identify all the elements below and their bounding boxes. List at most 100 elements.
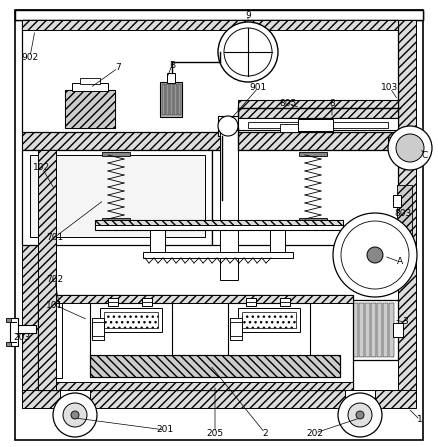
Bar — [38, 382, 353, 390]
Bar — [393, 323, 403, 337]
Bar — [403, 231, 407, 235]
Circle shape — [348, 403, 372, 427]
Bar — [397, 185, 412, 235]
Bar — [6, 342, 11, 346]
Bar — [359, 303, 364, 357]
Bar — [299, 218, 327, 222]
Circle shape — [224, 28, 272, 76]
Bar — [351, 283, 355, 287]
Text: A: A — [397, 257, 403, 266]
Text: 2: 2 — [262, 429, 268, 438]
Bar — [60, 390, 90, 400]
Bar — [350, 300, 398, 360]
Text: 7: 7 — [115, 63, 121, 72]
Text: 102: 102 — [33, 164, 50, 173]
Bar — [377, 303, 382, 357]
Bar — [150, 230, 165, 252]
Bar — [270, 230, 285, 252]
Bar — [246, 298, 256, 306]
Bar — [90, 355, 340, 377]
Bar — [143, 252, 293, 258]
Text: 8: 8 — [329, 98, 335, 107]
Bar — [218, 116, 238, 136]
Bar — [100, 308, 162, 332]
Bar — [371, 303, 376, 357]
Text: 101: 101 — [46, 300, 64, 309]
Bar — [22, 20, 40, 400]
Bar — [167, 73, 175, 83]
Bar — [80, 78, 100, 84]
Bar — [212, 150, 398, 245]
Text: C: C — [422, 151, 428, 160]
Bar — [142, 298, 152, 306]
Bar — [38, 295, 353, 390]
Text: 202: 202 — [307, 429, 324, 438]
Text: 901: 901 — [249, 84, 267, 93]
Bar — [10, 318, 18, 346]
Bar — [16, 325, 36, 333]
Bar — [30, 155, 205, 237]
Bar — [92, 336, 104, 340]
Bar — [95, 220, 343, 225]
Bar — [162, 84, 165, 115]
Bar — [104, 312, 158, 328]
Bar — [395, 223, 399, 227]
Bar — [102, 152, 130, 156]
Bar — [280, 124, 298, 132]
Bar — [166, 84, 169, 115]
Circle shape — [333, 213, 417, 297]
Bar — [248, 122, 388, 128]
Bar — [280, 298, 290, 306]
Bar — [373, 216, 377, 220]
Bar — [22, 390, 416, 408]
Bar — [397, 185, 412, 235]
Bar — [361, 288, 366, 292]
Bar — [15, 10, 423, 20]
Bar — [362, 238, 374, 272]
Bar — [408, 241, 412, 245]
Bar — [336, 253, 340, 257]
Bar — [238, 308, 300, 332]
Bar — [242, 312, 296, 328]
Bar — [22, 150, 212, 245]
Bar — [230, 318, 242, 340]
Bar — [389, 303, 394, 357]
Bar — [298, 119, 333, 131]
Bar — [102, 218, 130, 222]
Bar — [65, 90, 115, 128]
Bar — [170, 84, 173, 115]
Bar — [410, 253, 414, 257]
Bar — [388, 137, 410, 159]
Bar — [385, 288, 389, 292]
Bar — [108, 298, 118, 306]
Text: 9: 9 — [245, 10, 251, 20]
Text: 701: 701 — [46, 232, 64, 241]
Text: 702: 702 — [46, 275, 64, 284]
Bar — [353, 303, 358, 357]
Circle shape — [218, 22, 278, 82]
Circle shape — [356, 411, 364, 419]
Bar — [72, 83, 108, 91]
Bar — [345, 390, 375, 400]
Bar — [383, 303, 388, 357]
Circle shape — [63, 403, 87, 427]
Bar — [393, 195, 401, 207]
Bar — [230, 336, 242, 340]
Text: 803: 803 — [394, 208, 412, 218]
Bar — [22, 130, 398, 150]
Bar — [90, 355, 340, 377]
Bar — [220, 130, 238, 280]
Text: 902: 902 — [21, 52, 39, 62]
Text: 3: 3 — [402, 317, 408, 326]
Text: 201: 201 — [156, 426, 173, 434]
Bar — [38, 150, 56, 390]
Bar — [238, 100, 398, 118]
Bar — [395, 283, 399, 287]
Bar — [230, 318, 242, 322]
Bar — [6, 318, 11, 322]
Text: 805: 805 — [279, 98, 297, 107]
Bar — [373, 290, 377, 294]
Text: 103: 103 — [381, 84, 399, 93]
Bar — [338, 265, 342, 269]
Bar — [365, 303, 370, 357]
